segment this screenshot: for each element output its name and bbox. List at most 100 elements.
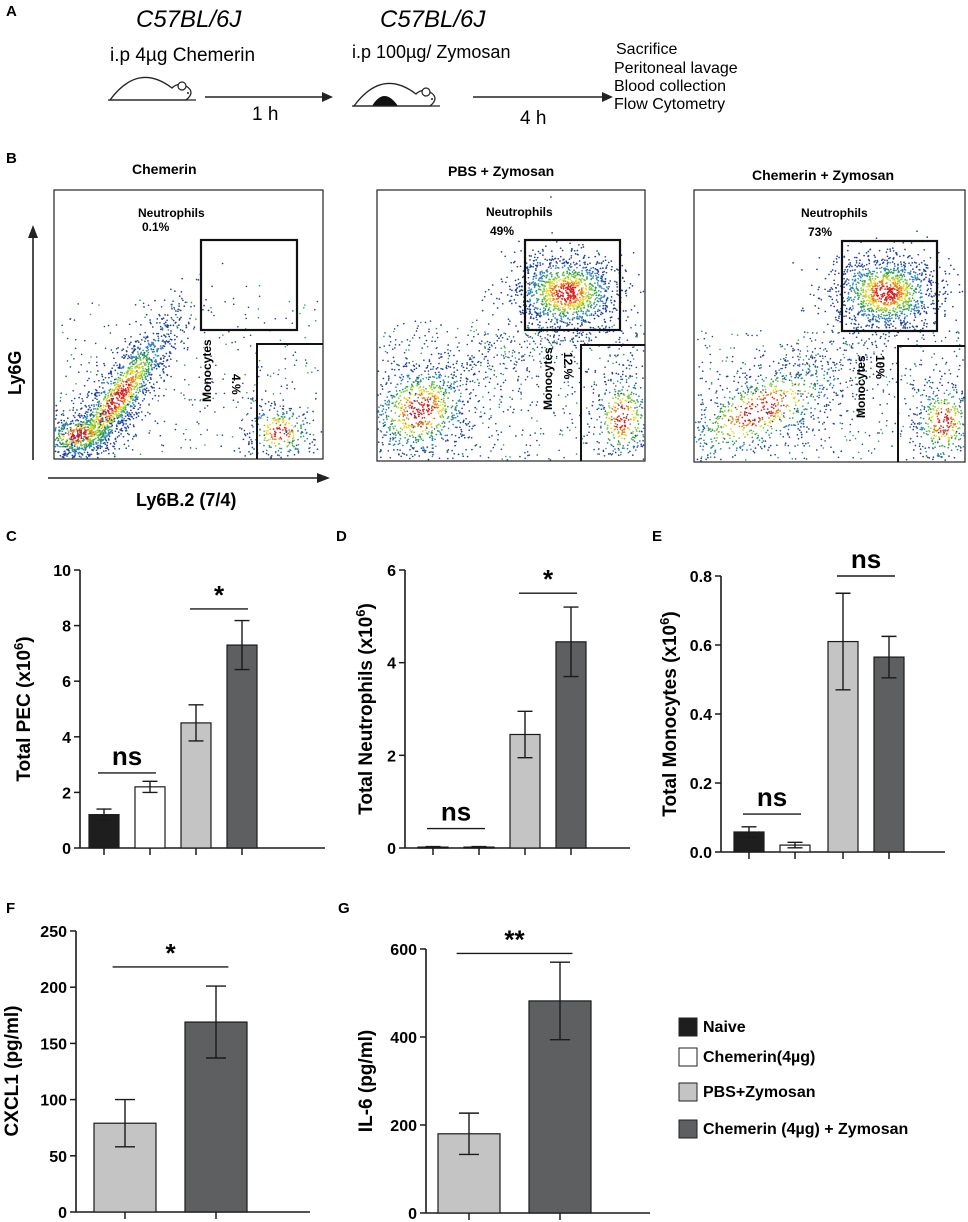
flow-event-dot (569, 321, 571, 324)
flow-event-dot (565, 301, 568, 304)
flow-event-dot (252, 400, 255, 402)
flow-event-dot (599, 267, 602, 270)
flow-event-dot (592, 277, 594, 279)
flow-event-dot (78, 455, 81, 458)
flow-event-dot (567, 276, 570, 279)
flow-event-dot (157, 339, 160, 342)
flow-event-dot (640, 324, 642, 327)
flow-event-dot (441, 408, 443, 411)
flow-event-dot (602, 267, 604, 269)
flow-event-dot (602, 296, 604, 298)
flow-event-dot (446, 449, 449, 452)
flow-event-dot (96, 373, 98, 376)
flow-event-dot (114, 408, 117, 411)
flow-event-dot (254, 384, 256, 386)
flow-event-dot (412, 424, 415, 427)
flow-event-dot (89, 421, 92, 424)
flow-event-dot (452, 363, 455, 366)
flow-event-dot (443, 382, 445, 385)
flow-event-dot (596, 272, 599, 275)
flow-event-dot (590, 312, 593, 315)
flow-event-dot (250, 398, 252, 400)
flow-event-dot (423, 416, 426, 419)
flow-event-dot (423, 408, 425, 411)
flow-event-dot (156, 322, 158, 324)
flow-event-dot (87, 428, 90, 431)
flow-event-dot (105, 421, 108, 423)
flow-event-dot (497, 328, 500, 331)
flow-event-dot (550, 196, 552, 198)
flow-event-dot (501, 302, 504, 305)
flow-event-dot (419, 394, 422, 397)
flow-event-dot (308, 422, 311, 425)
flow-event-dot (558, 309, 560, 312)
flow-event-dot (176, 335, 178, 338)
flow-event-dot (578, 260, 581, 262)
flow-event-dot (132, 399, 134, 402)
flow-event-dot (535, 264, 537, 267)
flow-event-dot (221, 262, 224, 265)
flow-event-dot (570, 291, 573, 293)
flow-event-dot (167, 333, 170, 336)
flow-event-dot (555, 293, 558, 296)
flow-event-dot (614, 307, 617, 310)
flow-event-dot (612, 382, 615, 385)
flow-event-dot (120, 389, 123, 392)
flow-event-dot (590, 296, 592, 299)
flow-event-dot (130, 370, 133, 372)
flow-event-dot (124, 401, 127, 404)
flow-event-dot (435, 426, 438, 429)
flow-event-dot (594, 255, 597, 258)
flow-event-dot (98, 379, 100, 382)
flow-event-dot (449, 366, 452, 368)
flow-event-dot (606, 331, 609, 333)
flow-event-dot (273, 433, 276, 435)
flow-event-dot (190, 305, 192, 308)
flow-event-dot (515, 302, 517, 304)
flow-event-dot (263, 439, 266, 442)
flow-event-dot (599, 357, 601, 360)
flow-event-dot (438, 376, 441, 379)
flow-event-dot (567, 307, 570, 309)
flow-event-dot (527, 272, 529, 274)
flow-event-dot (78, 422, 81, 425)
flow-event-dot (97, 403, 100, 406)
flow-event-dot (395, 429, 398, 432)
flow-event-dot (208, 375, 211, 378)
flow-event-dot (82, 400, 84, 402)
flow-event-dot (428, 360, 431, 363)
flow-event-dot (556, 320, 558, 322)
flow-event-dot (121, 349, 123, 352)
flow-event-dot (129, 373, 132, 375)
flow-event-dot (614, 422, 617, 425)
flow-event-dot (607, 287, 610, 290)
arrow-head-2-icon (602, 92, 613, 102)
flow-event-dot (164, 314, 166, 316)
flow-event-dot (550, 259, 553, 262)
flow-event-dot (415, 330, 418, 332)
flow-event-dot (398, 368, 400, 371)
flow-event-dot (596, 250, 598, 252)
flow-event-dot (426, 446, 429, 448)
flow-event-dot (593, 426, 596, 429)
flow-event-dot (394, 436, 397, 439)
flow-event-dot (386, 418, 388, 421)
flow-event-dot (139, 333, 142, 336)
flow-event-dot (147, 348, 150, 351)
flow-event-dot (162, 354, 164, 357)
flow-event-dot (617, 373, 620, 375)
flow-event-dot (285, 317, 287, 320)
strain-label-1: C57BL/6J (136, 6, 242, 33)
flow-event-dot (528, 282, 531, 284)
flow-event-dot (571, 304, 574, 307)
flow-event-dot (472, 361, 474, 363)
flow-event-dot (91, 439, 93, 442)
flow-event-dot (557, 301, 559, 303)
flow-event-dot (107, 433, 110, 436)
flow-event-dot (267, 374, 269, 376)
flow-event-dot (65, 393, 67, 396)
flow-event-dot (592, 266, 595, 269)
flow-event-dot (615, 309, 618, 311)
flow-event-dot (113, 443, 116, 445)
flow-event-dot (89, 445, 91, 448)
